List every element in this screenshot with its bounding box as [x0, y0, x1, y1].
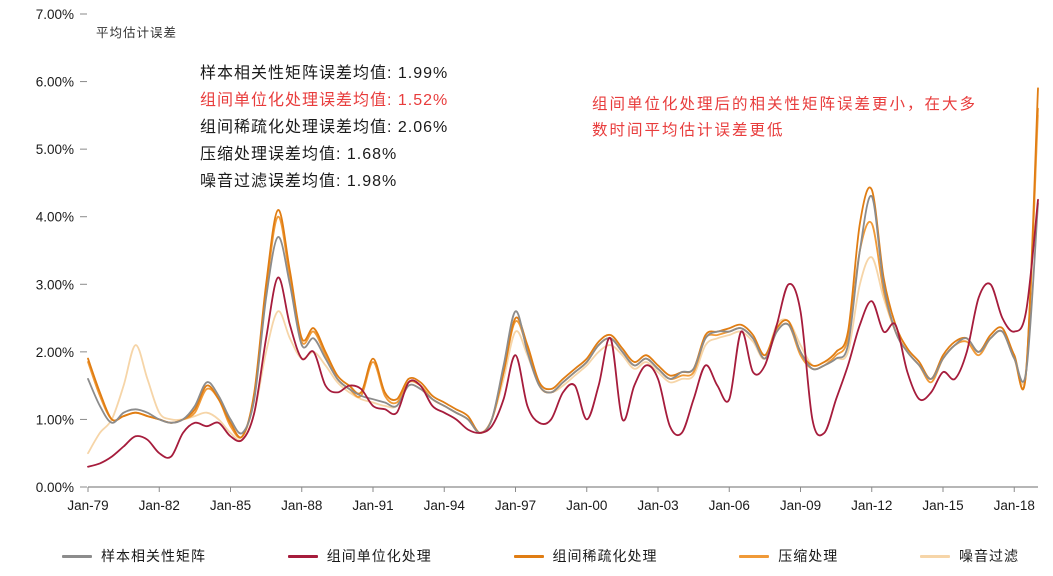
- x-tick-label: Jan-12: [851, 498, 892, 513]
- y-tick-label: 3.00%: [36, 277, 74, 292]
- legend-swatch: [920, 554, 950, 558]
- x-tick-label: Jan-88: [281, 498, 322, 513]
- x-tick-label: Jan-94: [424, 498, 466, 513]
- legend-swatch: [62, 554, 92, 558]
- legend-label: 组间稀疏化处理: [552, 548, 658, 564]
- stat-line-sparsification: 组间稀疏化处理误差均值: 2.06%: [200, 119, 449, 136]
- legend-swatch: [513, 554, 544, 558]
- legend-swatch: [739, 554, 770, 558]
- x-tick-label: Jan-91: [352, 498, 393, 513]
- y-tick-label: 2.00%: [36, 345, 74, 360]
- y-tick-label: 7.00%: [36, 7, 74, 22]
- x-tick-label: Jan-97: [495, 498, 536, 513]
- x-tick-label: Jan-79: [67, 498, 108, 513]
- legend-swatch: [287, 554, 318, 558]
- legend-item-sample-correlation: 样本相关性矩阵: [62, 546, 206, 566]
- y-tick-label: 5.00%: [36, 142, 74, 157]
- legend-item-unitization: 组间单位化处理: [287, 546, 432, 566]
- legend-item-noise-filter: 噪音过滤: [920, 546, 1019, 566]
- legend-label: 噪音过滤: [959, 548, 1019, 564]
- legend-label: 组间单位化处理: [326, 548, 432, 564]
- callout-annotation: 组间单位化处理后的相关性矩阵误差更小，在大多数时间平均估计误差更低: [592, 96, 978, 139]
- unitization-line: [87, 198, 1039, 468]
- legend-item-compression: 压缩处理: [739, 546, 838, 566]
- sparsification-line: [87, 87, 1039, 439]
- y-tick-label: 0.00%: [36, 480, 74, 495]
- error-line-chart: 0.00% 1.00% 2.00% 3.00% 4.00% 5.00% 6.00% 7.00%…: [36, 7, 1039, 513]
- legend: 样本相关性矩阵 组间单位化处理 组间稀疏化处理 压缩处理 噪音过滤: [0, 542, 1053, 570]
- y-tick-label: 1.00%: [36, 412, 74, 427]
- x-tick-label: Jan-06: [709, 498, 750, 513]
- stat-line-noise-filter: 噪音过滤误差均值: 1.98%: [200, 173, 398, 190]
- stat-line-compression: 压缩处理误差均值: 1.68%: [200, 146, 398, 163]
- sample-correlation-matrix-line: [87, 195, 1039, 435]
- y-axis-note: 平均估计误差: [96, 26, 178, 40]
- stat-line-sample-correlation: 样本相关性矩阵误差均值: 1.99%: [200, 65, 449, 82]
- x-tick-label: Jan-18: [994, 498, 1035, 513]
- stats-annotation: 样本相关性矩阵误差均值: 1.99% 组间单位化处理误差均值: 1.52% 组间…: [200, 60, 448, 195]
- x-tick-label: Jan-85: [210, 498, 251, 513]
- x-tick-label: Jan-15: [922, 498, 963, 513]
- legend-label: 样本相关性矩阵: [101, 548, 206, 564]
- y-tick-label: 4.00%: [36, 210, 74, 225]
- legend-label: 压缩处理: [778, 548, 839, 564]
- x-tick-label: Jan-09: [780, 498, 821, 513]
- x-tick-label: Jan-82: [139, 498, 180, 513]
- y-tick-label: 6.00%: [36, 75, 74, 90]
- stat-line-unitization: 组间单位化处理误差均值: 1.52%: [200, 92, 449, 109]
- legend-item-sparsification: 组间稀疏化处理: [513, 546, 658, 566]
- x-tick-label: Jan-00: [566, 498, 607, 513]
- x-tick-label: Jan-03: [637, 498, 678, 513]
